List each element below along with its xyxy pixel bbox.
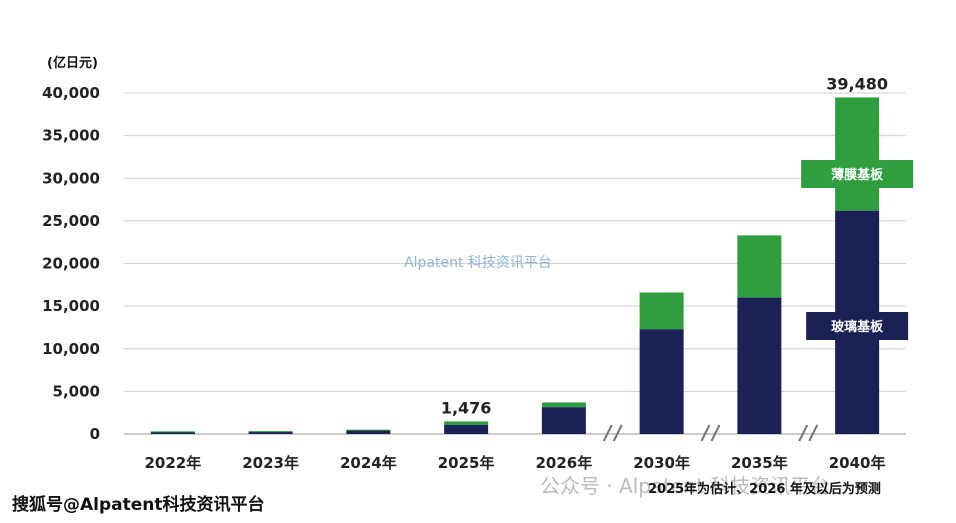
data-labels: 1,476 39,480	[441, 74, 888, 417]
y-axis-unit-label: (亿日元)	[47, 55, 98, 71]
bar-film-segment	[737, 235, 782, 298]
x-category-label: 2035年	[731, 454, 788, 472]
data-label: 39,480	[826, 74, 888, 93]
x-category-label: 2026年	[536, 454, 593, 472]
bar-film-segment	[541, 402, 586, 408]
center-watermark: Alpatent 科技资讯平台	[404, 255, 552, 271]
axis-break-mark	[700, 424, 721, 442]
legend-box-glass	[806, 312, 909, 340]
axis-break-stroke	[700, 424, 711, 442]
x-category-label: 2024年	[340, 454, 397, 472]
axis-break-stroke	[798, 424, 809, 442]
x-category-label: 2040年	[829, 454, 886, 472]
axis-break-stroke	[612, 424, 623, 442]
bar-film-segment	[346, 429, 391, 431]
y-tick-label: 35,000	[42, 127, 100, 145]
legend-box-film	[801, 160, 914, 188]
bar-glass-segment	[737, 297, 782, 434]
bar-film-segment	[835, 97, 880, 211]
bar-glass-segment	[248, 431, 293, 434]
legend-label: 薄膜基板	[831, 167, 884, 183]
axis-breaks	[602, 424, 819, 442]
bar-glass-segment	[639, 329, 684, 434]
x-category-label: 2030年	[633, 454, 690, 472]
y-tick-label: 15,000	[42, 297, 100, 315]
x-category-label: 2023年	[242, 454, 299, 472]
x-category-label: 2025年	[438, 454, 495, 472]
bottom-watermark: 公众号 · Alpatent 科技资讯平台	[540, 474, 830, 498]
axis-break-stroke	[710, 424, 721, 442]
legend-label: 玻璃基板	[831, 319, 884, 335]
source-watermark: 搜狐号@Alpatent科技资讯平台	[12, 495, 265, 515]
axis-break-stroke	[602, 424, 613, 442]
bars	[150, 97, 880, 434]
y-tick-label: 30,000	[42, 169, 100, 187]
bar-glass-segment	[346, 430, 391, 434]
bar-film-segment	[248, 431, 293, 433]
axis-break-stroke	[808, 424, 819, 442]
y-tick-label: 25,000	[42, 212, 100, 230]
y-tick-label: 10,000	[42, 340, 100, 358]
axis-break-mark	[798, 424, 819, 442]
gridlines	[124, 92, 906, 435]
y-axis-ticks: 0 5,000 10,000 15,000 20,000 25,000 30,000 35,0…	[42, 84, 100, 443]
y-tick-label: 0	[90, 425, 100, 443]
y-tick-label: 40,000	[42, 84, 100, 102]
footnote: 2025年为估计、2026 年及以后为预测	[648, 482, 881, 497]
bar-glass-segment	[541, 407, 586, 434]
data-label: 1,476	[441, 398, 492, 417]
x-category-label: 2022年	[145, 454, 202, 472]
x-axis-categories: 2022年 2023年 2024年 2025年 2026年 2030年 2035年 2040年	[145, 454, 886, 472]
y-tick-label: 5,000	[53, 382, 100, 400]
bar-film-segment	[150, 431, 195, 433]
bar-glass-segment	[444, 424, 489, 434]
bar-film-segment	[444, 421, 489, 425]
axis-break-mark	[602, 424, 623, 442]
y-tick-label: 20,000	[42, 255, 100, 273]
bar-film-segment	[639, 292, 684, 330]
bar-glass-segment	[150, 431, 195, 434]
